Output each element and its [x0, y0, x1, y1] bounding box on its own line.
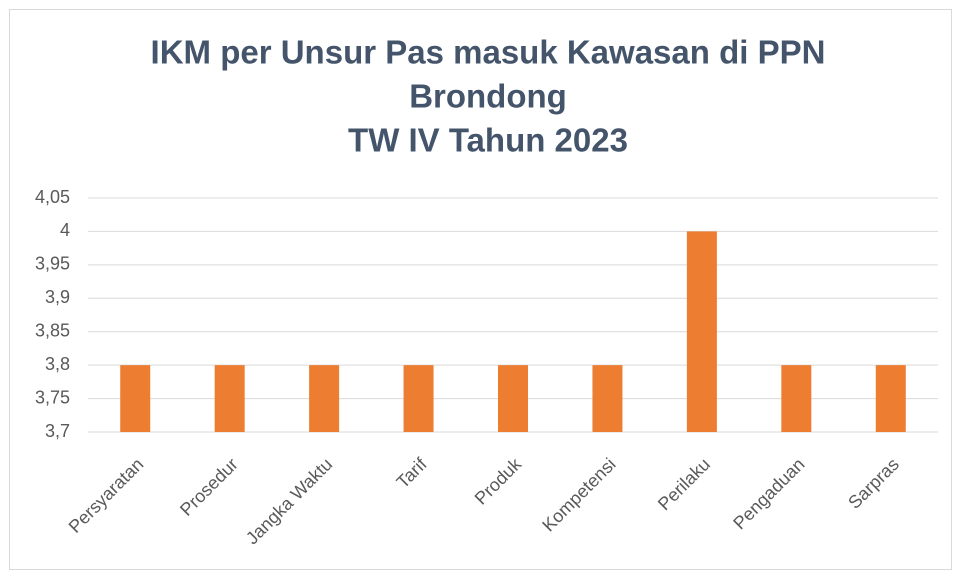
bar [686, 231, 717, 432]
chart-title: Brondong [409, 78, 567, 115]
bar [403, 365, 434, 432]
y-tick-label: 3,7 [45, 421, 70, 441]
bar [592, 365, 623, 432]
y-tick-label: 4,05 [35, 187, 70, 207]
chart-border [9, 9, 952, 570]
y-tick-label: 3,9 [45, 287, 70, 307]
bar [781, 365, 812, 432]
chart-title: IKM per Unsur Pas masuk Kawasan di PPN [151, 34, 826, 71]
bar [120, 365, 151, 432]
y-tick-label: 3,95 [35, 254, 70, 274]
bar [875, 365, 906, 432]
y-tick-label: 3,8 [45, 354, 70, 374]
bar [498, 365, 528, 432]
chart-title: TW IV Tahun 2023 [348, 122, 628, 159]
y-tick-label: 3,85 [35, 320, 70, 340]
bar [214, 365, 245, 432]
bar [309, 365, 340, 432]
y-tick-label: 3,75 [35, 387, 70, 407]
y-tick-label: 4 [60, 220, 70, 240]
